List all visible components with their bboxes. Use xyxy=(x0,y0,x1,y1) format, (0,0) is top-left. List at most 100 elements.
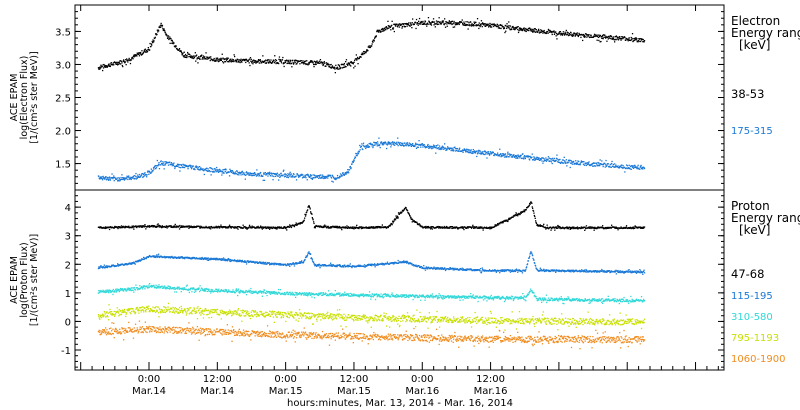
data-point xyxy=(236,227,238,229)
data-point xyxy=(289,224,291,226)
data-point xyxy=(241,259,243,262)
data-point xyxy=(202,258,205,261)
data-point xyxy=(336,227,338,229)
data-point xyxy=(610,166,612,168)
data-point xyxy=(456,226,458,229)
data-point xyxy=(532,209,534,212)
data-point xyxy=(586,162,588,164)
data-point xyxy=(304,176,306,178)
data-point xyxy=(587,162,589,164)
data-point xyxy=(289,174,292,176)
data-point xyxy=(287,176,290,179)
data-point xyxy=(256,60,258,62)
series-115-195 xyxy=(97,251,646,275)
data-point xyxy=(535,221,537,224)
data-point xyxy=(367,146,369,148)
data-point xyxy=(524,28,526,30)
data-point xyxy=(176,225,178,227)
data-point xyxy=(596,35,599,38)
data-point xyxy=(506,219,508,221)
data-point xyxy=(582,39,584,42)
data-point xyxy=(593,226,595,229)
data-point xyxy=(260,60,262,62)
data-point xyxy=(338,227,340,229)
proton-series xyxy=(97,201,646,350)
data-point xyxy=(233,172,235,174)
data-point xyxy=(625,226,627,228)
data-point xyxy=(357,227,360,229)
data-point xyxy=(500,27,502,30)
data-point xyxy=(312,61,314,63)
data-point xyxy=(523,211,526,213)
data-point xyxy=(102,69,104,72)
data-point xyxy=(576,162,578,164)
data-point xyxy=(383,29,385,32)
data-point xyxy=(331,65,334,67)
data-point xyxy=(443,24,445,26)
data-point xyxy=(520,212,522,214)
data-point xyxy=(599,159,601,161)
data-point xyxy=(638,38,640,40)
data-point xyxy=(123,60,125,62)
data-point xyxy=(375,141,377,144)
data-point xyxy=(210,257,212,259)
data-point xyxy=(240,261,243,263)
data-point xyxy=(475,25,477,27)
data-point xyxy=(287,61,290,63)
data-point xyxy=(130,176,132,178)
data-point xyxy=(281,59,284,61)
data-point xyxy=(642,227,644,229)
data-point xyxy=(371,143,374,145)
data-point xyxy=(214,59,217,61)
data-point xyxy=(445,149,447,151)
data-point xyxy=(575,32,577,35)
data-point xyxy=(272,172,275,175)
data-point xyxy=(113,64,115,66)
data-point xyxy=(121,64,123,67)
data-point xyxy=(272,227,274,229)
data-point xyxy=(105,266,108,268)
data-point xyxy=(179,170,181,172)
data-point xyxy=(250,260,252,262)
data-point xyxy=(454,146,456,148)
data-point xyxy=(405,23,407,25)
data-point xyxy=(362,148,364,151)
data-point xyxy=(582,163,585,165)
data-point xyxy=(496,153,498,156)
data-point xyxy=(570,160,572,162)
data-point xyxy=(201,58,203,60)
data-point xyxy=(627,39,629,41)
data-point xyxy=(135,54,138,56)
data-point xyxy=(614,227,617,229)
data-point xyxy=(374,144,376,146)
data-point xyxy=(593,165,595,167)
data-point xyxy=(264,262,266,264)
data-point xyxy=(549,160,551,162)
data-point xyxy=(570,162,573,164)
data-point xyxy=(531,30,533,32)
data-point xyxy=(355,58,357,60)
data-point xyxy=(99,266,102,268)
data-point xyxy=(310,175,313,177)
data-point xyxy=(310,253,312,255)
data-point xyxy=(471,23,473,25)
data-point xyxy=(105,65,107,67)
data-point xyxy=(382,142,384,144)
data-point xyxy=(279,175,281,177)
data-point xyxy=(167,36,169,38)
data-point xyxy=(590,164,592,166)
data-point xyxy=(202,56,204,59)
data-point xyxy=(441,146,443,148)
data-point xyxy=(400,144,402,147)
data-point xyxy=(418,140,420,142)
data-point xyxy=(240,174,242,176)
data-point xyxy=(455,23,457,25)
data-point xyxy=(317,175,319,177)
data-point xyxy=(642,168,644,170)
data-point xyxy=(123,179,126,181)
data-point xyxy=(312,174,314,176)
data-point xyxy=(272,179,274,181)
data-point xyxy=(255,175,258,177)
data-point xyxy=(286,59,288,61)
data-point xyxy=(181,256,183,258)
